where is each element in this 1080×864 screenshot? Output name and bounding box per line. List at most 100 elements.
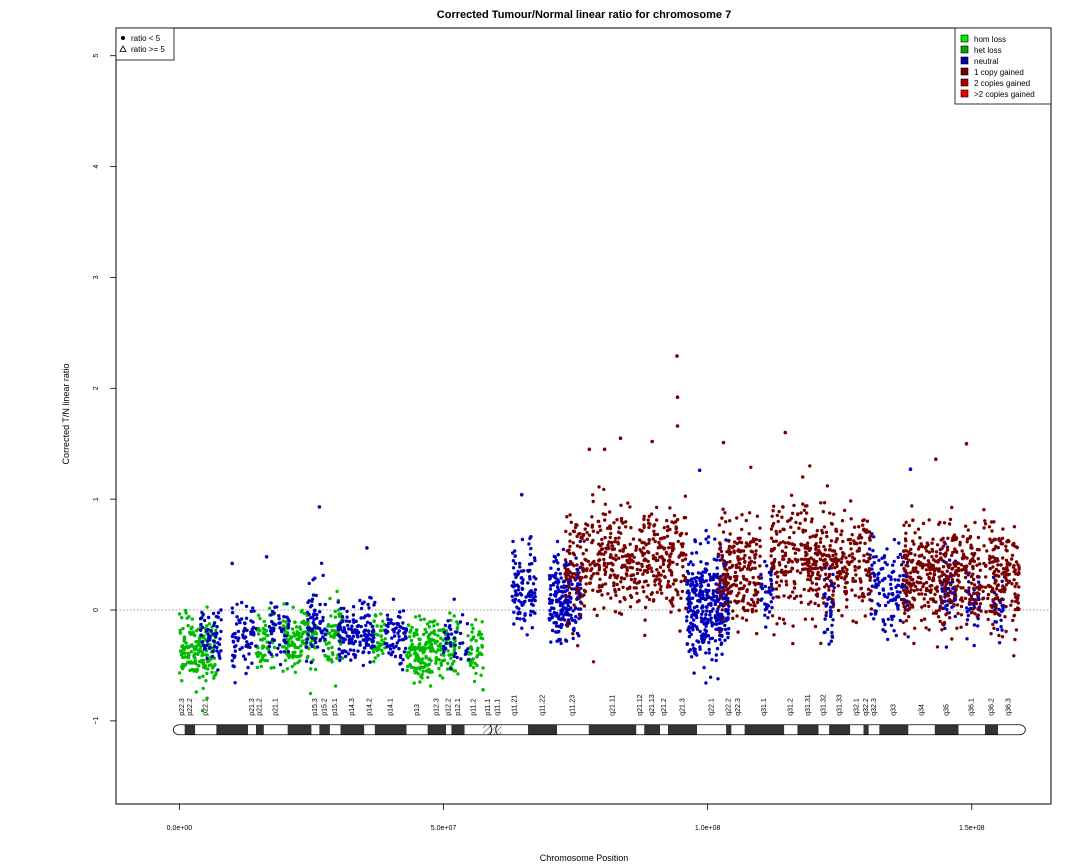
data-point [904, 619, 909, 623]
data-point [721, 592, 725, 596]
data-point [205, 643, 209, 647]
data-point [516, 588, 521, 592]
data-point [880, 578, 885, 583]
data-point [739, 581, 743, 585]
data-point [256, 613, 261, 617]
data-point [718, 547, 722, 551]
data-point [713, 614, 718, 618]
data-point [662, 526, 666, 530]
data-point [628, 542, 632, 546]
data-point [307, 646, 311, 651]
data-point [369, 645, 373, 650]
data-point [754, 609, 758, 613]
data-point [428, 657, 432, 661]
data-point [941, 565, 946, 569]
data-point [845, 580, 849, 585]
data-point [929, 590, 933, 594]
data-point [699, 572, 703, 576]
data-point [270, 609, 275, 614]
data-point [430, 645, 434, 649]
data-point [758, 564, 762, 568]
band-label: p21.3 [249, 698, 256, 716]
data-point [684, 606, 688, 610]
data-point [263, 623, 268, 628]
data-point [697, 468, 702, 473]
data-point [421, 645, 425, 650]
data-point [401, 609, 406, 613]
data-point [691, 563, 695, 567]
data-point [181, 647, 186, 651]
data-point [211, 649, 215, 654]
data-point [681, 558, 685, 563]
data-point [578, 545, 583, 549]
data-point [806, 541, 810, 545]
data-point [962, 567, 966, 572]
data-point [763, 584, 767, 589]
data-point [556, 553, 560, 557]
data-point [935, 589, 940, 593]
data-point [987, 557, 992, 561]
data-point [616, 574, 620, 578]
data-point [297, 631, 301, 636]
data-point [283, 634, 287, 638]
data-point [883, 629, 887, 634]
data-point [580, 594, 584, 598]
data-point [810, 572, 814, 577]
data-point [904, 531, 908, 535]
data-point [839, 546, 843, 551]
data-point [883, 576, 887, 581]
data-point [205, 656, 209, 661]
data-point [607, 525, 611, 529]
data-point [309, 667, 313, 671]
data-point [714, 658, 718, 663]
data-point [775, 595, 779, 599]
data-point [629, 526, 633, 530]
data-point [982, 526, 986, 530]
data-point [918, 536, 922, 540]
data-point [602, 552, 606, 556]
data-point [952, 593, 957, 597]
data-point [988, 609, 992, 613]
data-point [619, 516, 624, 521]
data-point [294, 625, 299, 629]
data-point [717, 589, 721, 593]
data-point [845, 598, 849, 602]
data-point [704, 624, 708, 628]
data-point [715, 566, 719, 570]
data-point [641, 553, 645, 558]
data-point [947, 522, 952, 526]
data-point [943, 592, 947, 597]
data-point [525, 633, 529, 637]
data-point [943, 595, 947, 599]
data-point [550, 628, 555, 633]
data-point [431, 649, 436, 653]
data-point [832, 585, 836, 590]
data-point [752, 560, 757, 565]
data-point [965, 556, 969, 560]
data-point [809, 556, 813, 560]
data-point [558, 600, 562, 605]
data-point [640, 562, 644, 567]
data-point [648, 522, 652, 526]
data-point [763, 608, 767, 612]
data-point [556, 581, 560, 585]
data-point [408, 663, 412, 667]
data-point [388, 647, 393, 651]
data-point [976, 574, 980, 579]
y-axis-label: Corrected T/N linear ratio [61, 364, 71, 465]
data-point [402, 637, 406, 642]
data-point [520, 537, 525, 542]
data-point [926, 600, 930, 604]
data-point [902, 523, 906, 527]
data-point [944, 612, 948, 617]
data-point [954, 563, 958, 567]
data-point [782, 557, 786, 561]
data-point [685, 619, 689, 623]
data-point [695, 639, 699, 643]
data-point [984, 610, 988, 614]
data-point [770, 605, 774, 610]
data-point [959, 613, 964, 617]
data-point [982, 544, 986, 548]
data-point [983, 585, 988, 589]
data-point [765, 564, 769, 568]
